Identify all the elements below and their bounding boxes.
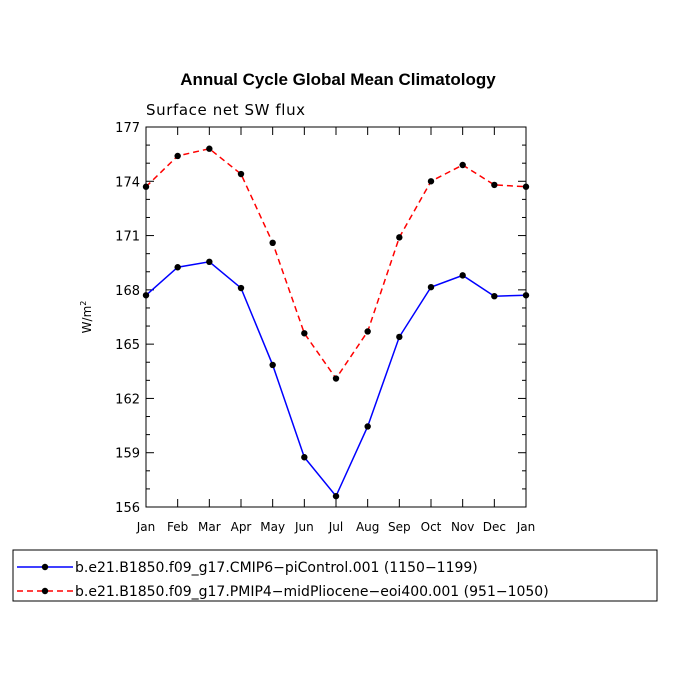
series-2-point: [269, 239, 276, 247]
y-tick-label: 162: [115, 392, 140, 407]
chart-title: Annual Cycle Global Mean Climatology: [180, 70, 496, 89]
series-2-point: [522, 183, 530, 190]
series-1-point: [459, 272, 466, 279]
series-1-point: [206, 258, 213, 266]
y-tick-label: 174: [115, 175, 140, 190]
series-1-point: [491, 292, 498, 300]
x-tick-label: Oct: [421, 520, 442, 534]
x-tick-label: Nov: [451, 520, 474, 534]
x-tick-label: Sep: [388, 520, 411, 534]
series-2-point: [427, 178, 435, 185]
series-2-point: [491, 181, 498, 189]
plot-border: [145, 126, 527, 508]
series-1-point: [269, 361, 276, 369]
y-axis-label-text: W/m: [80, 306, 94, 334]
legend-marker-1: [41, 563, 49, 571]
series-2-point: [332, 375, 340, 382]
series-1-point: [301, 454, 308, 461]
series-2-point: [174, 152, 181, 160]
x-tick-label: Jan: [136, 520, 156, 534]
legend-label-2: b.e21.B1850.f09_g17.PMIP4−midPliocene−eo…: [75, 584, 549, 600]
y-tick-label: 171: [115, 230, 140, 245]
series-2-point: [237, 170, 245, 178]
plot-frame: [145, 126, 527, 508]
series-2-point: [142, 183, 150, 190]
legend-box: [12, 549, 658, 602]
series-group: [142, 145, 530, 500]
series-1-point: [522, 292, 530, 299]
y-tick-label: 159: [115, 447, 140, 462]
series-1-point: [142, 292, 150, 299]
x-tick-label: Aug: [356, 520, 379, 534]
series-2-point: [396, 234, 403, 241]
series-1-point: [427, 283, 435, 291]
x-tick-label: Jan: [516, 520, 536, 534]
x-tick-label: Jun: [294, 520, 314, 534]
series-1-point: [237, 284, 245, 292]
series-2-point: [364, 328, 371, 335]
x-axis: Jan Feb Mar Apr May Jun Jul Aug Sep Oct Nov Dec Jan: [136, 127, 536, 534]
series-1-point: [174, 264, 181, 271]
x-tick-label: May: [260, 520, 285, 534]
series-1-point: [396, 333, 403, 341]
x-tick-label: Jul: [328, 520, 343, 534]
y-tick-label: 177: [115, 121, 140, 136]
x-tick-label: Dec: [483, 520, 506, 534]
y-tick-label: 156: [115, 501, 140, 516]
chart-subtitle: Surface net SW flux: [146, 101, 306, 119]
legend-marker-2: [41, 587, 49, 595]
x-tick-label: Mar: [198, 520, 221, 534]
series-2-point: [301, 330, 308, 337]
legend-label-1: b.e21.B1850.f09_g17.CMIP6−piControl.001 …: [75, 560, 478, 576]
y-tick-label: 165: [115, 338, 140, 353]
y-axis-label-superscript: 2: [79, 301, 88, 306]
series-2-point: [206, 145, 213, 152]
y-axis: 156 159 162 165 168 171 174 177: [115, 121, 526, 516]
y-axis-label: W/m2: [79, 301, 94, 334]
x-tick-label: Apr: [231, 520, 252, 534]
series-2-point: [459, 161, 466, 169]
legend: b.e21.B1850.f09_g17.CMIP6−piControl.001 …: [12, 549, 658, 602]
y-tick-label: 168: [115, 284, 140, 299]
series-1-point: [332, 492, 340, 500]
series-1-point: [364, 423, 371, 430]
x-tick-label: Feb: [167, 520, 188, 534]
